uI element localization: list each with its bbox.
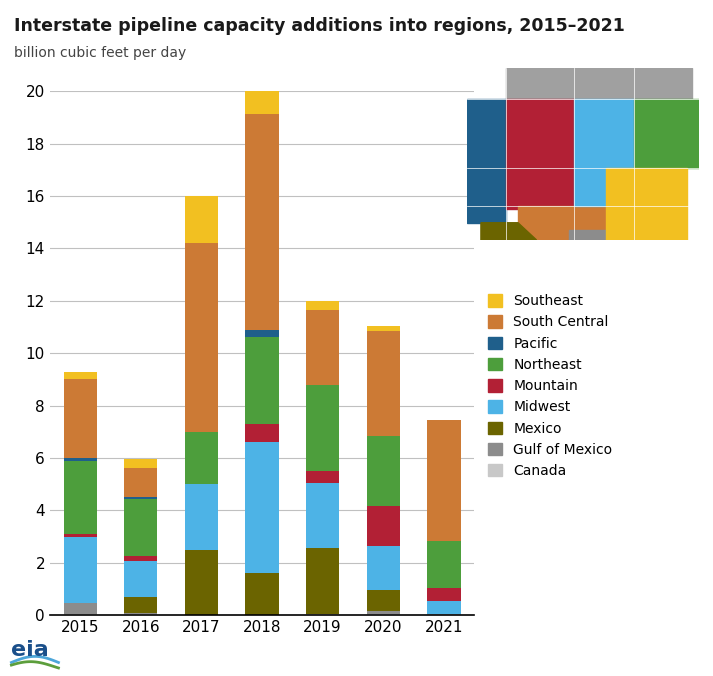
- Bar: [245, 78, 279, 114]
- Bar: [185, 484, 218, 550]
- Bar: [124, 562, 158, 597]
- Bar: [245, 573, 279, 615]
- Bar: [63, 614, 97, 615]
- Bar: [124, 612, 158, 614]
- Bar: [306, 483, 339, 548]
- Bar: [366, 611, 400, 614]
- Bar: [306, 471, 339, 483]
- Bar: [306, 385, 339, 471]
- Bar: [366, 506, 400, 546]
- Bar: [63, 458, 97, 460]
- Bar: [245, 424, 279, 442]
- Bar: [185, 243, 218, 432]
- Bar: [63, 372, 97, 379]
- Polygon shape: [467, 99, 506, 222]
- Bar: [124, 498, 158, 499]
- Bar: [124, 459, 158, 468]
- Bar: [427, 541, 461, 587]
- Bar: [306, 548, 339, 614]
- Bar: [185, 196, 218, 243]
- Polygon shape: [518, 206, 606, 240]
- Bar: [245, 442, 279, 573]
- Bar: [366, 331, 400, 436]
- Bar: [306, 301, 339, 310]
- Bar: [63, 460, 97, 534]
- Bar: [124, 556, 158, 562]
- Bar: [427, 587, 461, 601]
- Bar: [366, 546, 400, 590]
- Bar: [185, 432, 218, 484]
- Text: Interstate pipeline capacity additions into regions, 2015–2021: Interstate pipeline capacity additions i…: [14, 17, 625, 35]
- Polygon shape: [634, 99, 699, 168]
- Bar: [366, 590, 400, 611]
- Legend: Southeast, South Central, Pacific, Northeast, Mountain, Midwest, Mexico, Gulf of: Southeast, South Central, Pacific, North…: [488, 294, 612, 478]
- Polygon shape: [481, 222, 537, 240]
- Bar: [306, 310, 339, 385]
- Bar: [306, 614, 339, 615]
- Bar: [63, 537, 97, 604]
- Bar: [245, 330, 279, 337]
- Bar: [63, 604, 97, 614]
- Text: billion cubic feet per day: billion cubic feet per day: [14, 46, 187, 60]
- Polygon shape: [606, 168, 687, 240]
- FancyBboxPatch shape: [506, 68, 692, 99]
- Text: eia: eia: [11, 640, 49, 660]
- Polygon shape: [506, 99, 573, 209]
- Bar: [245, 114, 279, 330]
- Bar: [366, 326, 400, 331]
- Bar: [245, 337, 279, 424]
- Bar: [124, 597, 158, 612]
- Bar: [63, 534, 97, 537]
- Bar: [427, 614, 461, 615]
- Bar: [63, 379, 97, 458]
- Bar: [185, 550, 218, 615]
- Bar: [366, 614, 400, 615]
- Bar: [427, 601, 461, 614]
- Bar: [366, 436, 400, 506]
- Polygon shape: [573, 99, 634, 206]
- Bar: [124, 468, 158, 498]
- Bar: [427, 420, 461, 541]
- Bar: [124, 499, 158, 556]
- Polygon shape: [569, 230, 652, 240]
- Bar: [124, 614, 158, 615]
